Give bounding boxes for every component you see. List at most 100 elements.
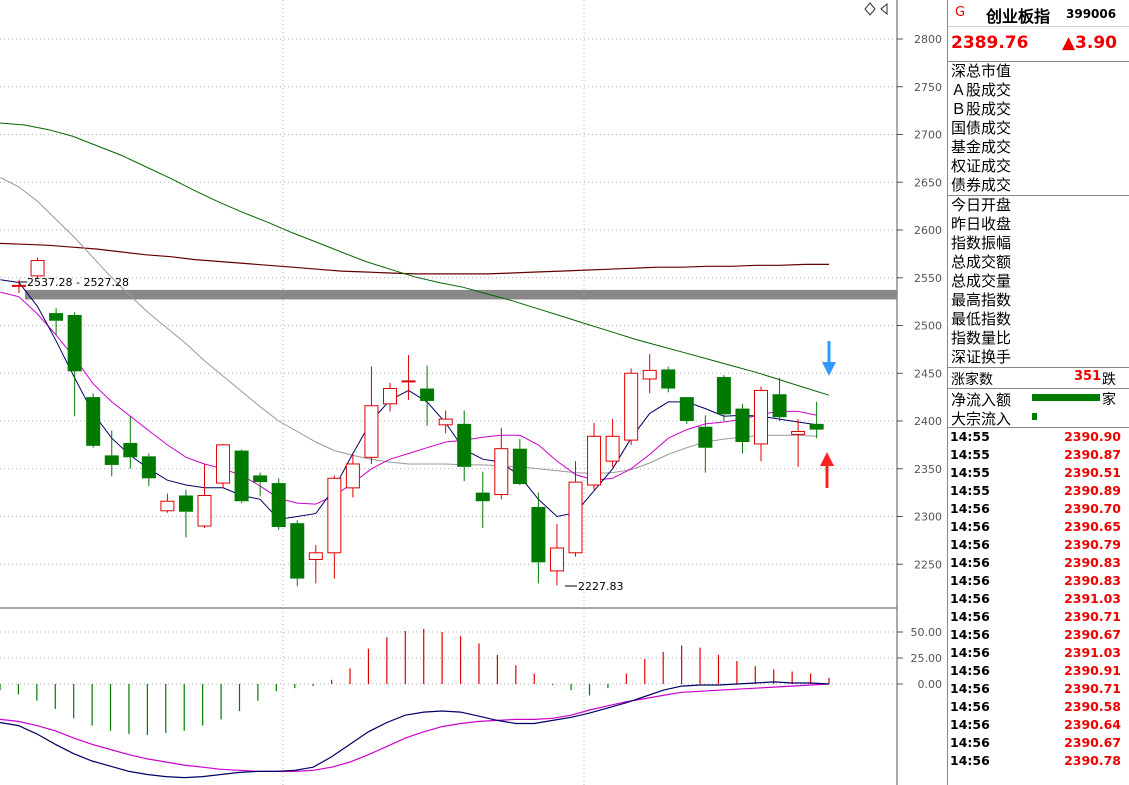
candle-body	[364, 405, 379, 458]
axis-tick-label: 2450	[914, 367, 942, 380]
tick-row: 14:56 2390.65	[948, 518, 1129, 536]
ma60-line	[0, 122, 830, 396]
tick-time: 14:56	[950, 591, 990, 606]
candle-body	[104, 455, 119, 465]
kline-chart[interactable]: 2537.28 - 2527.28 2227.83 2250 2300 2350 240…	[0, 0, 947, 785]
tick-time: 14:56	[950, 681, 990, 696]
candle-body	[178, 495, 193, 512]
flow-bar	[1032, 394, 1100, 401]
candle-body	[420, 388, 435, 401]
candles	[12, 257, 824, 587]
tick-price: 2390.65	[1064, 519, 1121, 534]
tick-time: 14:55	[950, 447, 990, 462]
quote-label: 总成交额	[951, 253, 1012, 271]
candle-body	[123, 442, 138, 458]
quote-label: 指数振幅	[951, 234, 1012, 252]
flow-row: 大宗流入	[948, 408, 1129, 428]
tick-time: 14:56	[950, 735, 990, 750]
quote-label: 最高指数	[951, 291, 1012, 309]
tick-list[interactable]: 14:55 2390.90 14:55 2390.87 14:55 2390.51 14:5…	[948, 427, 1129, 770]
tick-row: 14:56 2391.03	[948, 644, 1129, 662]
tick-time: 14:56	[950, 501, 990, 516]
index-name: 创业板指	[986, 7, 1051, 26]
tick-time: 14:55	[950, 483, 990, 498]
tick-price: 2390.71	[1064, 609, 1121, 624]
price-annotations: 2537.28 - 2527.28 2227.83	[19, 276, 624, 593]
quote-panel: G 创业板指 399006 2389.76 ▲3.90 深总市值 Ａ股成交 Ｂ股成交…	[947, 0, 1129, 785]
resistance-band	[25, 289, 897, 300]
axis-tick-label: 2350	[914, 463, 942, 476]
tick-time: 14:56	[950, 573, 990, 588]
candle-body	[290, 523, 305, 579]
last-price: 2389.76	[951, 33, 1029, 53]
tick-row: 14:55 2390.51	[948, 464, 1129, 482]
candle-body	[809, 423, 824, 430]
resistance-band-rect	[25, 289, 897, 300]
axis-tick-label: 2800	[914, 33, 942, 46]
tick-row: 14:56 2390.78	[948, 752, 1129, 770]
stats-labels: 今日开盘 昨日收盘 指数振幅 总成交额 总成交量 最高指数 最低指数 指数量比 深证换手	[948, 196, 1129, 368]
tick-row: 14:56 2391.03	[948, 590, 1129, 608]
tick-row: 14:56 2390.83	[948, 554, 1129, 572]
index-code: 399006	[1066, 7, 1117, 21]
quote-label: 最低指数	[951, 310, 1012, 328]
tick-price: 2390.83	[1064, 573, 1121, 588]
candle-body	[345, 463, 360, 489]
tick-time: 14:56	[950, 627, 990, 642]
candle-body	[549, 547, 564, 572]
candle-body	[698, 426, 713, 448]
ma10-line	[0, 291, 817, 505]
tick-price: 2390.87	[1064, 447, 1121, 462]
candle-body	[49, 313, 64, 321]
tick-row: 14:56 2390.70	[948, 500, 1129, 518]
quote-label: 昨日收盘	[951, 215, 1012, 233]
tick-row: 14:55 2390.89	[948, 482, 1129, 500]
ma20-line	[0, 177, 817, 475]
tick-price: 2391.03	[1064, 645, 1121, 660]
quote-label: 国债成交	[951, 119, 1012, 137]
signal-arrows	[820, 341, 836, 488]
tick-time: 14:55	[950, 465, 990, 480]
candle-body	[438, 418, 453, 426]
axis-tick-label: 2550	[914, 272, 942, 285]
tick-time: 14:56	[950, 555, 990, 570]
left-arrow-icon[interactable]	[880, 2, 888, 16]
candle-body	[141, 456, 156, 479]
diamond-icon[interactable]	[864, 2, 876, 16]
candle-body	[160, 500, 175, 512]
candle-body	[12, 284, 26, 287]
candle-body	[716, 377, 731, 415]
axis-tick-label: 2250	[914, 558, 942, 571]
candle-body	[475, 492, 490, 502]
candle-body	[735, 408, 750, 443]
tick-price: 2390.90	[1064, 429, 1121, 444]
axis-tick-label: 2400	[914, 415, 942, 428]
tick-row: 14:56 2390.64	[948, 716, 1129, 734]
candle-body	[642, 369, 657, 380]
macd-tick-label: 25.00	[911, 652, 943, 665]
tick-time: 14:56	[950, 537, 990, 552]
candle-body	[754, 389, 768, 445]
candle-body	[67, 314, 82, 372]
candle-body	[234, 450, 249, 502]
tick-price: 2390.89	[1064, 483, 1121, 498]
tick-price: 2390.67	[1064, 735, 1121, 750]
candle-body	[86, 397, 101, 446]
flow-row: 净流入额	[948, 389, 1129, 409]
breadth-row: 涨家数 351 跌家	[948, 368, 1129, 408]
candle-body	[494, 448, 509, 496]
down-label: 跌家	[1102, 372, 1116, 408]
quote-label: 权证成交	[951, 157, 1012, 175]
tick-price: 2390.51	[1064, 465, 1121, 480]
tick-row: 14:55 2390.90	[948, 428, 1129, 446]
candle-body	[197, 494, 212, 527]
quote-label: 深证换手	[951, 348, 1012, 366]
tick-row: 14:56 2390.67	[948, 626, 1129, 644]
tick-price: 2390.71	[1064, 681, 1121, 696]
candle-body	[661, 369, 676, 389]
candle-body	[791, 431, 806, 435]
quote-label: 基金成交	[951, 138, 1012, 156]
candle-body	[383, 388, 397, 405]
macd-tick-label: 50.00	[911, 626, 943, 639]
tick-time: 14:56	[950, 717, 990, 732]
